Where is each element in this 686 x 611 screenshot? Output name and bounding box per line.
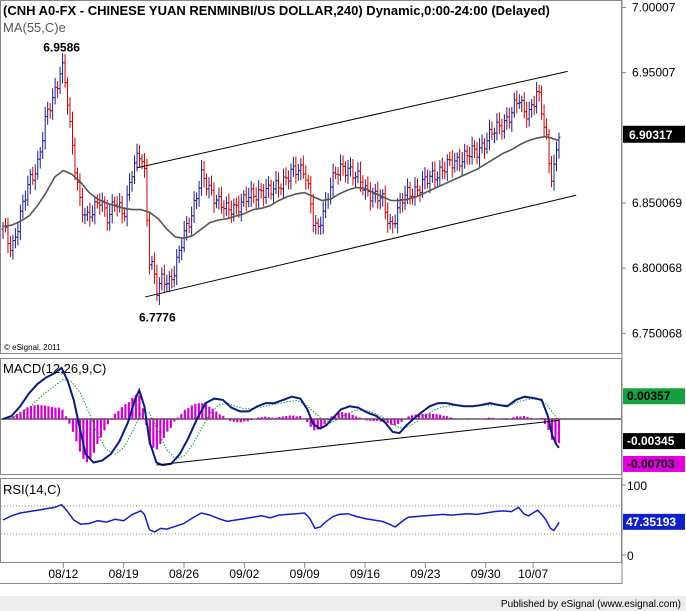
footer-bar bbox=[0, 596, 686, 611]
macd-value-label: -0.00345 bbox=[627, 434, 675, 448]
time-axis-label: 08/19 bbox=[109, 567, 139, 581]
rsi-line bbox=[2, 503, 560, 533]
price-annotation: 6.9586 bbox=[43, 40, 80, 54]
axes-group: 7.00007 6.95007 6.850069 6.800068 6.750068 6.… bbox=[48, 0, 685, 581]
time-axis-label: 08/26 bbox=[169, 567, 199, 581]
chart-title: (CNH A0-FX - CHINESE YUAN RENMINBI/US DO… bbox=[3, 3, 550, 18]
rsi-last-value-box bbox=[623, 513, 685, 530]
time-axis-label: 09/16 bbox=[350, 567, 380, 581]
macd-label: MACD(12,26,9,C) bbox=[3, 361, 106, 376]
price-last-value-box bbox=[623, 125, 685, 143]
price-last-value-label: 6.90317 bbox=[629, 128, 673, 142]
price-axis-label: 6.850069 bbox=[632, 196, 682, 210]
macd-series-group bbox=[1, 366, 621, 467]
time-axis-label: 09/23 bbox=[410, 567, 440, 581]
time-axis-label: 08/12 bbox=[48, 567, 78, 581]
price-axis-label: 7.00007 bbox=[632, 0, 676, 14]
time-axis-label: 09/30 bbox=[471, 567, 501, 581]
macd-value-label: -0.00703 bbox=[627, 457, 675, 471]
ma-line bbox=[2, 135, 560, 240]
copyright-text: © eSignal, 2011 bbox=[4, 343, 61, 352]
rsi-axis-label: 0 bbox=[627, 549, 634, 563]
rsi-last-value-label: 47.35193 bbox=[626, 515, 676, 529]
price-axis-label: 6.95007 bbox=[632, 66, 676, 80]
footer-text: Published by eSignal (www.esignal.com) bbox=[501, 599, 681, 610]
time-axis-label: 09/09 bbox=[290, 567, 320, 581]
channel-lower-line bbox=[145, 194, 577, 298]
rsi-axis-label: 100 bbox=[627, 479, 647, 493]
ma-label: MA(55,C)e bbox=[3, 20, 66, 35]
macd-value-box bbox=[623, 433, 685, 450]
price-axis-label: 6.750068 bbox=[632, 326, 682, 340]
macd-trendline bbox=[156, 419, 560, 466]
macd-line bbox=[2, 366, 560, 467]
macd-value-box bbox=[623, 388, 685, 405]
time-axis-label: 09/02 bbox=[229, 567, 259, 581]
price-axis-label: 6.800068 bbox=[632, 261, 682, 275]
rsi-label: RSI(14,C) bbox=[3, 482, 61, 497]
price-annotation: 6.7776 bbox=[139, 310, 176, 324]
channel-upper-line bbox=[136, 70, 568, 169]
rsi-series-group bbox=[1, 503, 621, 535]
macd-value-label: 0.00357 bbox=[627, 389, 671, 403]
macd-value-box bbox=[623, 455, 685, 472]
time-axis-label: 10/07 bbox=[518, 567, 548, 581]
price-series-group: 6.9586 6.7776 bbox=[1, 40, 577, 324]
